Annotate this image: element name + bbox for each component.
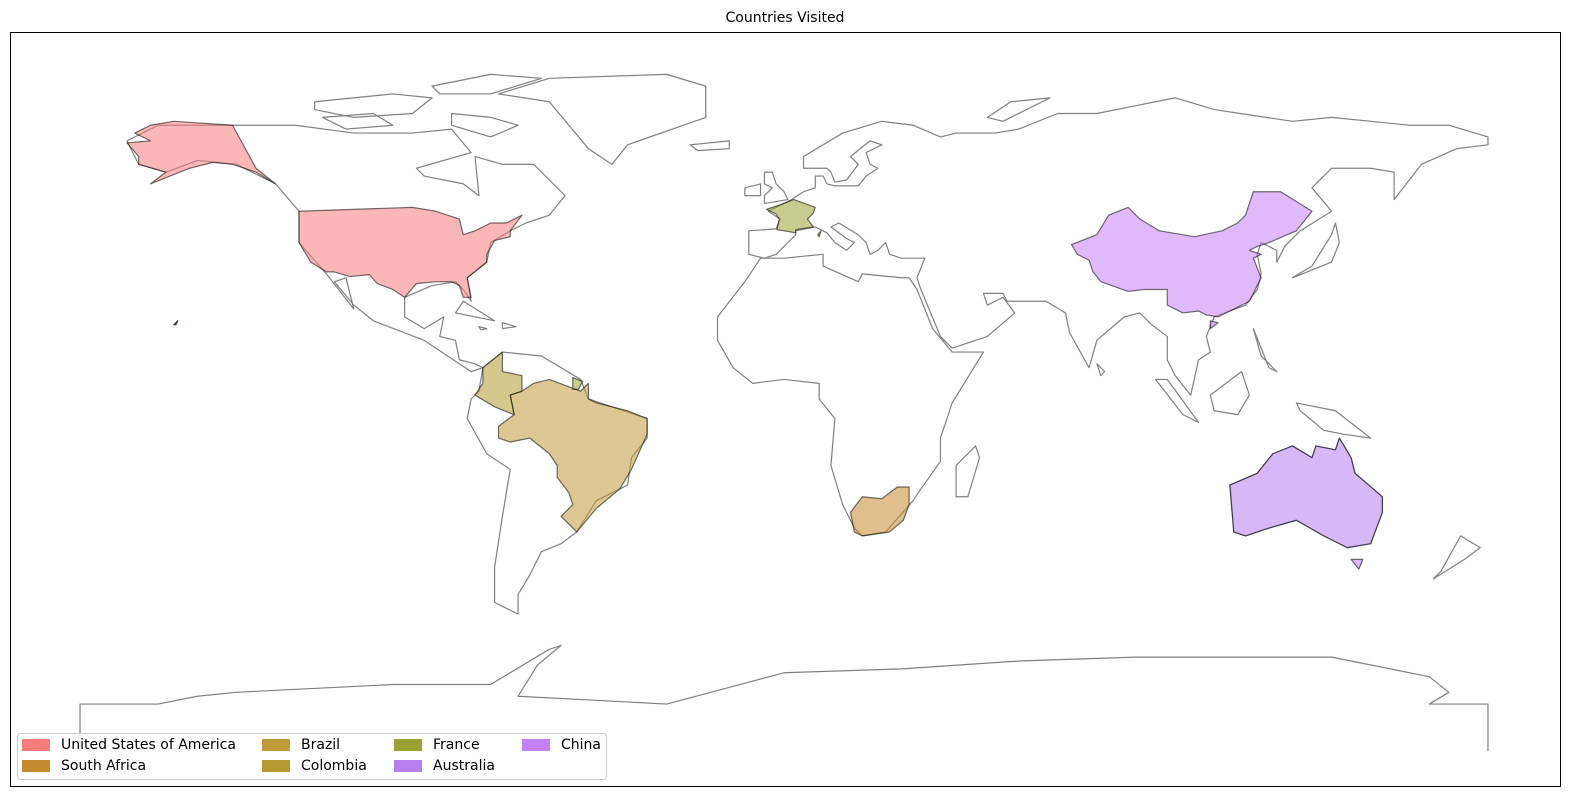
- eurasia: [749, 98, 1488, 395]
- legend-label: Brazil: [301, 737, 340, 753]
- country-china: [1071, 192, 1312, 329]
- map-frame: [10, 32, 1561, 787]
- greenland: [498, 74, 705, 164]
- legend-label: South Africa: [61, 758, 146, 774]
- africa: [718, 254, 984, 536]
- legend-frame: [17, 733, 607, 780]
- country-france: [573, 200, 821, 390]
- legend-swatch: [262, 760, 290, 772]
- map-title: Countries Visited: [726, 10, 845, 26]
- legend: United States of America South Africa Braz…: [17, 733, 607, 780]
- north-america: [127, 125, 565, 371]
- world: [80, 74, 1488, 751]
- legend-label: Australia: [433, 758, 495, 774]
- legend-swatch: [394, 760, 422, 772]
- arctic-islands: [315, 74, 542, 329]
- legend-swatch: [394, 739, 422, 751]
- country-australia: [1230, 438, 1383, 569]
- country-south-africa: [850, 487, 909, 536]
- legend-swatch: [262, 739, 290, 751]
- legend-label: China: [561, 737, 601, 753]
- country-colombia: [475, 352, 522, 415]
- country-brazil: [498, 379, 647, 532]
- legend-label: Colombia: [301, 758, 367, 774]
- country-usa: [127, 121, 522, 324]
- antarctica: [80, 645, 1488, 751]
- legend-swatch: [22, 739, 50, 751]
- legend-label: United States of America: [61, 737, 236, 753]
- legend-label: France: [433, 737, 480, 753]
- islands: [174, 98, 1480, 579]
- legend-swatch: [522, 739, 550, 751]
- legend-swatch: [22, 760, 50, 772]
